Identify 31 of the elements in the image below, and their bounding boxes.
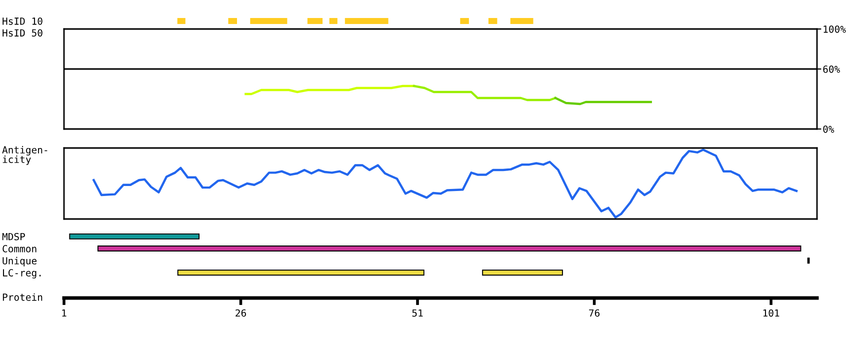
y-tick-label: MDSP [2,232,25,240]
bar [344,18,388,24]
y-tick-label: HsID 10 [2,18,42,25]
x-tick-label: 26 [236,309,246,317]
bar [307,18,323,24]
y-tick-label: LC-reg. [3,269,41,278]
y-axis-title: Antigen- icity [2,146,48,165]
bar [460,18,469,24]
line-series [554,96,652,106]
x-tick-label: 76 [589,309,600,317]
bar [482,270,563,276]
y-tick-label: 60% [823,66,840,73]
x-tick-label: 1 [62,309,66,317]
y-axis-title: HsID 50 [2,29,42,37]
bar [250,18,288,24]
bar [177,18,186,24]
bar [488,18,498,24]
x-tick-label: 101 [763,309,780,317]
bar [69,233,200,240]
y-tick-label: 100% [824,26,846,33]
line-series [412,84,557,102]
bar [228,18,238,24]
x-tick-label: 51 [412,309,423,317]
y-tick-label: Unique [2,256,37,266]
bar [97,246,802,252]
bar [510,18,534,24]
y-tick-label: 0% [823,126,834,133]
line-series [244,84,416,96]
bar [329,18,338,24]
x-axis-title: Protein [2,293,42,301]
y-tick-label: Common [2,245,36,252]
